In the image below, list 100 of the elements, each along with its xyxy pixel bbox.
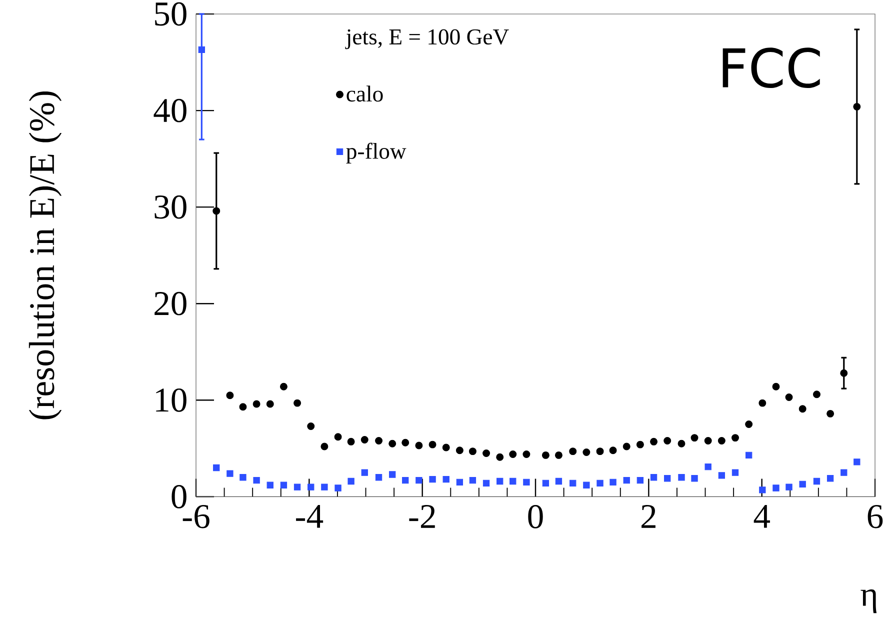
point (826, 410, 834, 418)
point (456, 478, 464, 486)
point (348, 478, 354, 485)
point (569, 448, 577, 456)
x-tick-label: -4 (296, 504, 324, 528)
point (678, 474, 685, 481)
point (853, 102, 861, 110)
point (826, 475, 834, 482)
point (239, 403, 247, 411)
point (428, 440, 436, 448)
point (280, 482, 288, 488)
point (596, 480, 604, 487)
point (402, 476, 409, 484)
point (361, 469, 368, 476)
point (388, 440, 396, 448)
y-tick-label: 50 (155, 2, 186, 26)
point (280, 382, 288, 390)
point (609, 446, 617, 454)
point (759, 486, 766, 494)
point (347, 438, 355, 446)
point (745, 420, 753, 428)
point (636, 440, 644, 448)
point (799, 480, 806, 488)
point (252, 400, 260, 408)
point (496, 478, 504, 485)
point (622, 442, 630, 450)
point (583, 482, 590, 488)
legend-label: calo (346, 86, 383, 102)
point (416, 476, 422, 484)
point (610, 478, 616, 486)
point (664, 475, 671, 482)
point (745, 452, 752, 459)
point (522, 450, 530, 458)
point (510, 478, 516, 485)
point (266, 482, 274, 488)
point (772, 484, 780, 492)
point (812, 390, 820, 398)
point (718, 436, 726, 444)
point (570, 480, 576, 487)
x-tick-label: 2 (642, 504, 656, 528)
x-axis-title: η (860, 589, 876, 614)
point (678, 440, 686, 448)
point (429, 476, 436, 483)
point (212, 207, 220, 215)
point (294, 399, 302, 407)
point (542, 480, 550, 487)
point (334, 484, 342, 492)
point (496, 453, 504, 461)
x-tick-label: 0 (528, 504, 543, 528)
point (596, 448, 604, 456)
point (664, 436, 672, 444)
point (375, 436, 383, 444)
point (690, 434, 698, 442)
point (468, 448, 476, 456)
point (321, 484, 328, 490)
point (813, 478, 820, 485)
point (691, 475, 698, 482)
point (786, 484, 792, 490)
point (704, 463, 712, 470)
point (623, 476, 630, 484)
point (375, 474, 382, 481)
point (555, 478, 562, 485)
point (854, 458, 860, 466)
point (226, 392, 234, 400)
y-tick-label: 20 (154, 292, 186, 316)
point (402, 438, 410, 446)
point (320, 442, 328, 450)
annotation: FCC (722, 48, 820, 88)
point (582, 448, 590, 456)
point (732, 469, 739, 476)
point (840, 369, 848, 377)
point (334, 433, 342, 441)
point (785, 394, 793, 401)
legend-title: jets, E = 100 GeV (345, 29, 509, 50)
point (732, 434, 739, 442)
point (523, 478, 530, 486)
point (360, 436, 368, 444)
point (240, 474, 246, 481)
point (650, 438, 658, 446)
point (482, 450, 490, 457)
point (758, 399, 766, 407)
point (554, 451, 562, 459)
y-tick-label: 10 (156, 388, 186, 412)
point (636, 476, 644, 484)
point (772, 382, 780, 390)
point (442, 444, 450, 452)
point (482, 480, 490, 487)
x-tick-label: -2 (409, 504, 435, 528)
point (469, 476, 476, 484)
point (650, 474, 658, 481)
y-tick-label: 40 (154, 98, 186, 122)
x-tick-label: 6 (868, 504, 883, 528)
point (415, 442, 423, 450)
x-tick-label: 4 (754, 504, 770, 528)
point (840, 469, 848, 476)
point (266, 400, 274, 408)
point (442, 476, 450, 483)
point (307, 422, 315, 430)
point (704, 436, 712, 444)
point (798, 405, 806, 413)
